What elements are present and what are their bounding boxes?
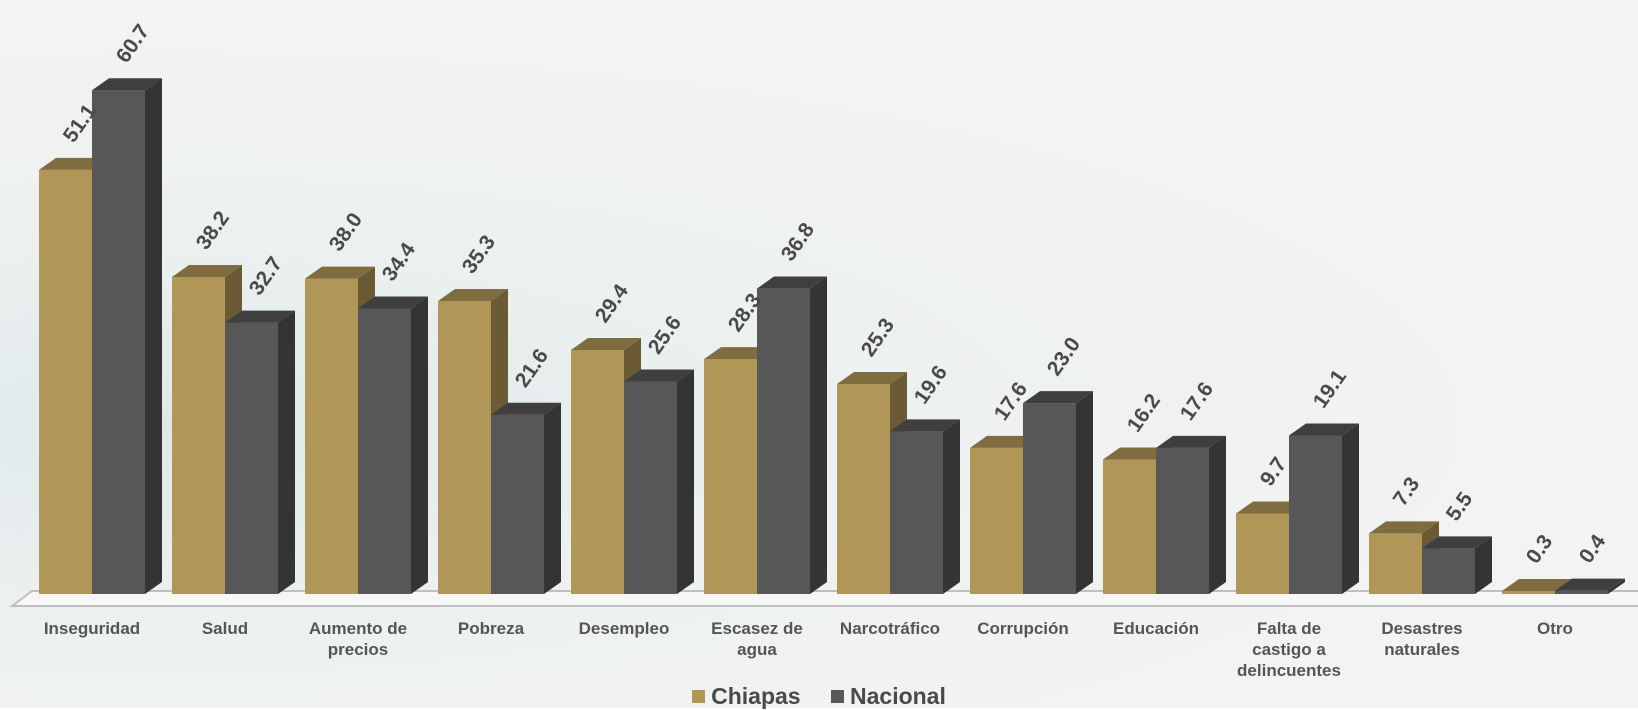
value-label-nacional-3: 21.6 (511, 345, 553, 392)
value-label-chiapas-8: 16.2 (1123, 390, 1165, 437)
category-label-1: Salud (202, 619, 248, 638)
value-label-chiapas-6: 25.3 (857, 314, 899, 361)
bar-nacional-7 (1023, 391, 1093, 594)
value-label-nacional-4: 25.6 (644, 312, 686, 359)
bar-nacional-9 (1289, 423, 1359, 594)
value-label-nacional-1: 32.7 (245, 253, 287, 300)
value-label-chiapas-9: 9.7 (1256, 453, 1292, 490)
legend-label-chiapas: Chiapas (711, 683, 801, 709)
bar-nacional-10 (1422, 536, 1492, 594)
bar-nacional-0 (92, 78, 162, 594)
bar-nacional-1 (225, 310, 295, 594)
bar-nacional-3 (491, 402, 561, 594)
chart-floor-plane (9, 590, 1638, 607)
category-label-8: Educación (1113, 619, 1199, 638)
value-label-nacional-6: 19.6 (910, 362, 952, 409)
value-label-nacional-10: 5.5 (1442, 488, 1478, 525)
value-label-chiapas-10: 7.3 (1389, 473, 1425, 510)
value-label-nacional-2: 34.4 (378, 238, 420, 285)
value-label-nacional-11: 0.4 (1575, 530, 1611, 567)
category-label-0: Inseguridad (44, 619, 140, 638)
legend: Chiapas Nacional (0, 682, 1638, 710)
category-label-11: Otro (1537, 619, 1573, 638)
value-label-chiapas-4: 29.4 (591, 280, 633, 327)
bar-nacional-6 (890, 419, 960, 594)
bar-nacional-2 (358, 296, 428, 594)
legend-item-nacional: Nacional (831, 683, 946, 710)
bar-nacional-4 (624, 369, 694, 594)
chart-floor (9, 590, 1638, 607)
value-label-chiapas-1: 38.2 (192, 207, 234, 254)
category-labels-group: Inseguridad Salud Aumento de precios Pobreza… (44, 619, 1573, 680)
value-label-nacional-8: 17.6 (1176, 378, 1218, 425)
value-label-chiapas-2: 38.0 (325, 209, 367, 256)
category-label-4: Desempleo (579, 619, 670, 638)
category-label-5: Escasez de agua (711, 619, 803, 659)
legend-swatch-nacional (831, 690, 844, 703)
category-label-2: Aumento de precios (309, 619, 407, 659)
legend-swatch-chiapas (692, 690, 706, 703)
bar-nacional-11 (1555, 578, 1625, 594)
category-label-9: Falta de castigo a delincuentes (1237, 619, 1341, 680)
bar-nacional-5 (757, 276, 827, 594)
value-label-nacional-9: 19.1 (1309, 365, 1351, 412)
value-label-chiapas-3: 35.3 (458, 231, 500, 278)
value-label-nacional-0: 60.7 (112, 20, 154, 67)
bars-group (39, 78, 1625, 594)
bar-nacional-8 (1156, 435, 1226, 594)
legend-label-nacional: Nacional (850, 683, 946, 709)
legend-item-chiapas: Chiapas (692, 683, 801, 710)
category-label-3: Pobreza (458, 619, 525, 638)
category-label-6: Narcotráfico (840, 619, 940, 638)
value-label-chiapas-11: 0.3 (1522, 531, 1558, 568)
category-label-7: Corrupción (977, 619, 1069, 638)
category-label-10: Desastres naturales (1381, 619, 1462, 659)
value-label-nacional-5: 36.8 (777, 218, 819, 265)
value-label-nacional-7: 23.0 (1043, 333, 1085, 380)
